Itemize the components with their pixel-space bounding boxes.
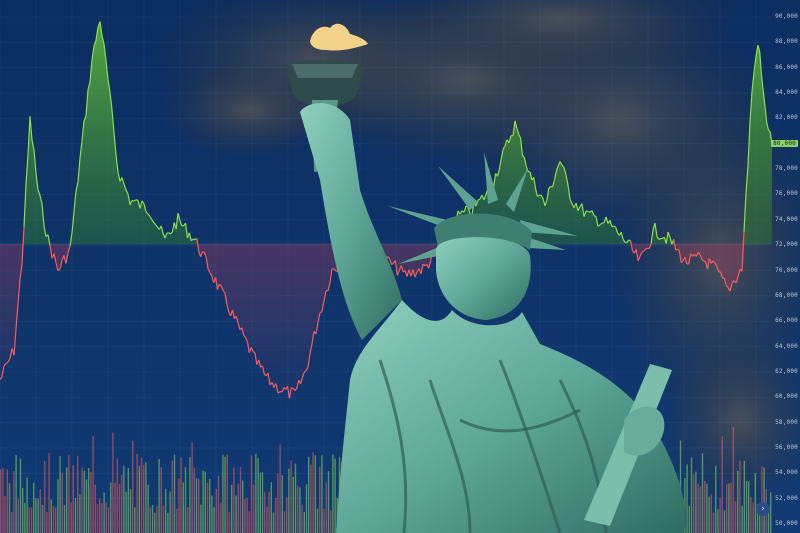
price-tick-label: 54,000 xyxy=(775,469,798,477)
price-tick-label: 82,000 xyxy=(775,114,798,122)
statue-robe xyxy=(336,300,686,533)
price-tick-label: 66,000 xyxy=(775,317,798,325)
price-tick-label: 62,000 xyxy=(775,367,798,375)
price-tick-label: 84,000 xyxy=(775,89,798,97)
raised-arm xyxy=(300,103,402,340)
price-tick-label: 60,000 xyxy=(775,393,798,401)
price-tick-label: 76,000 xyxy=(775,190,798,198)
price-tick-label: 52,000 xyxy=(775,494,798,502)
price-tick-label: 58,000 xyxy=(775,418,798,426)
chevron-right-icon[interactable]: › xyxy=(756,502,770,516)
torch-flame xyxy=(310,23,368,51)
price-tick-label: 78,000 xyxy=(775,165,798,173)
left-hand xyxy=(624,406,665,456)
statue-face xyxy=(436,237,531,320)
price-tick-label: 50,000 xyxy=(775,520,798,527)
price-tick-label: 64,000 xyxy=(775,342,798,350)
price-tick-label: 72,000 xyxy=(775,241,798,249)
price-tick-label: 90,000 xyxy=(775,13,798,20)
price-tick-label: 80,000 xyxy=(771,139,798,147)
price-tick-label: 56,000 xyxy=(775,443,798,451)
price-tick-label: 86,000 xyxy=(775,63,798,71)
price-tick-label: 88,000 xyxy=(775,38,798,46)
price-tick-label: 70,000 xyxy=(775,266,798,274)
statue-of-liberty xyxy=(286,23,686,533)
price-tick-label: 68,000 xyxy=(775,291,798,299)
price-tick-label: 74,000 xyxy=(775,215,798,223)
gain-area xyxy=(0,21,772,244)
storm-clouds xyxy=(150,0,800,510)
